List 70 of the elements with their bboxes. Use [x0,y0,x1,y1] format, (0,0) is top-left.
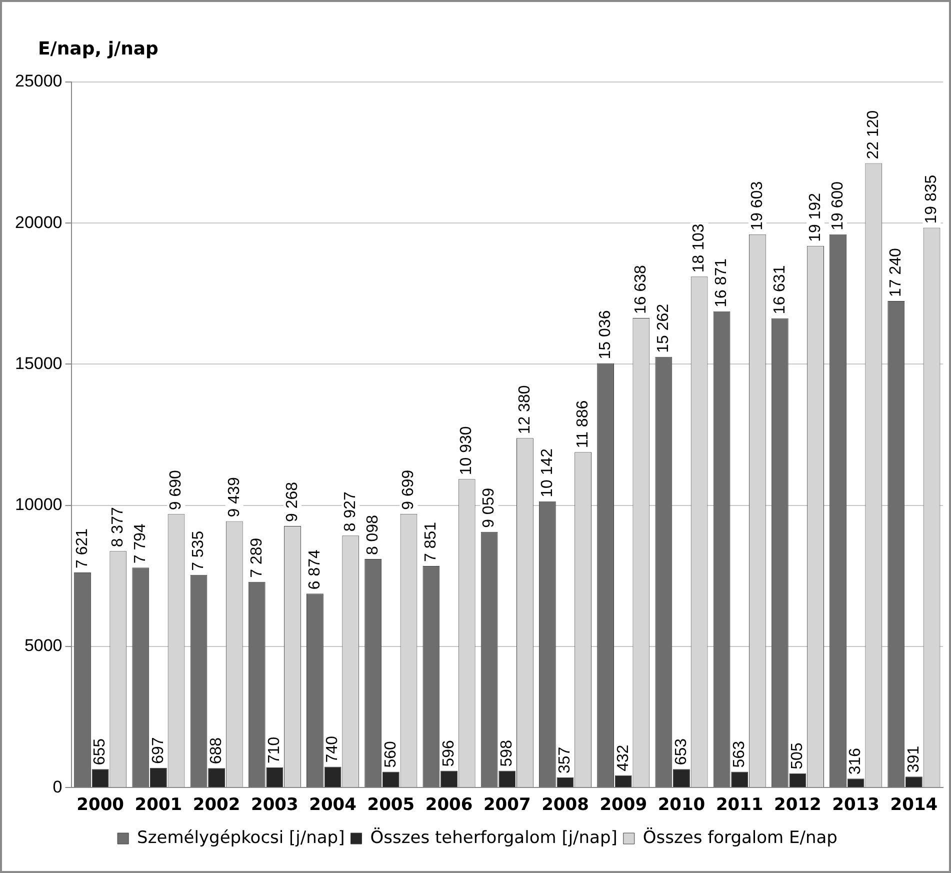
data-label: 655 [92,738,109,766]
data-label: 16 871 [713,258,730,308]
data-label: 22 120 [865,110,882,160]
data-label: 8 098 [364,514,382,556]
data-label: 596 [440,740,458,767]
data-label: 7 289 [248,538,266,578]
data-label: 9 059 [480,488,498,528]
data-label: 560 [382,741,400,768]
data-label: 505 [789,742,806,770]
data-label: 710 [266,736,284,764]
x-tick-label: 2009 [600,795,648,816]
data-label: 16 638 [632,264,650,314]
y-tick-label: 10000 [14,495,62,514]
data-label: 7 535 [190,530,208,571]
data-label: 9 699 [400,470,418,510]
x-tick-label: 2012 [774,795,822,816]
data-label: 15 262 [655,304,672,353]
data-label: 11 886 [574,400,592,448]
data-label: 7 621 [74,528,91,569]
y-tick-label: 20000 [14,212,62,232]
legend-label: Személygépkocsi [j/nap] [137,828,345,848]
data-label: 563 [731,740,748,768]
data-label: 740 [324,736,342,763]
x-tick-label: 2011 [716,795,764,816]
data-label: 391 [905,746,922,773]
data-label: 9 439 [226,477,243,518]
x-tick-label: 2005 [367,795,415,816]
y-tick-label: 15000 [14,354,62,373]
data-label: 6 874 [306,549,324,590]
data-label: 316 [847,748,864,775]
data-label: 12 380 [516,385,534,434]
data-label: 17 240 [888,248,905,298]
data-label: 7 794 [132,523,150,564]
data-label: 598 [498,740,516,767]
legend-label: Összes forgalom E/nap [642,826,838,848]
x-tick-label: 2006 [425,795,473,816]
x-tick-label: 2004 [309,795,357,816]
data-label: 432 [614,744,632,772]
x-tick-label: 2010 [658,795,706,816]
legend-label: Összes teherforgalom [j/nap] [370,826,618,848]
data-label: 16 631 [771,265,788,314]
x-tick-label: 2001 [134,795,182,816]
data-label: 9 690 [168,470,185,510]
x-tick-label: 2002 [192,795,240,816]
data-label: 10 930 [458,426,476,476]
data-label: 653 [672,738,690,766]
data-label: 8 377 [110,507,127,548]
data-label: 688 [208,737,225,764]
data-label: 19 835 [923,174,940,224]
data-label: 357 [556,746,574,774]
y-tick-label: 25000 [14,72,62,91]
data-label: 19 603 [748,181,766,230]
x-tick-label: 2007 [483,795,531,816]
data-label: 15 036 [596,310,614,360]
x-tick-label: 2003 [251,795,298,816]
data-label: 19 192 [806,192,824,242]
data-label: 8 927 [342,492,360,532]
data-label: 7 851 [422,522,440,562]
y-axis-title: E/nap, j/nap [38,38,159,60]
data-label: 9 268 [284,482,301,522]
x-tick-label: 2014 [890,795,938,816]
data-label: 697 [150,737,167,764]
x-tick-label: 2000 [76,795,124,816]
y-tick-label: 0 [52,777,62,796]
data-label: 19 600 [829,181,846,230]
data-label: 18 103 [690,224,708,273]
data-label: 10 142 [538,448,556,498]
x-tick-label: 2008 [542,795,589,816]
x-tick-label: 2013 [832,795,880,816]
y-tick-label: 5000 [24,636,62,656]
